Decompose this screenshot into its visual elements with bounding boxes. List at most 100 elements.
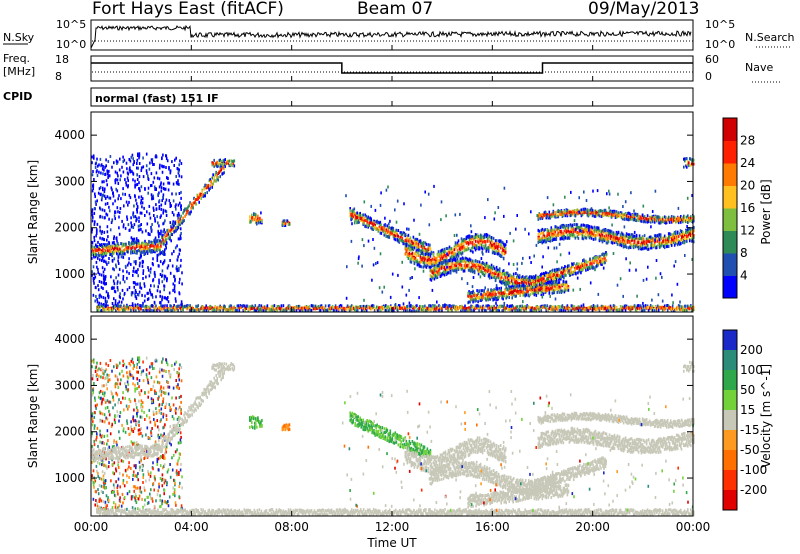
heatmap-cell [452, 257, 455, 261]
heatmap-cell [543, 305, 546, 309]
noise-right-tick-bottom: 10^0 [705, 38, 735, 51]
heatmap-cell [577, 271, 579, 275]
heatmap-cell [157, 285, 159, 289]
heatmap-cell [140, 243, 142, 247]
heatmap-cell [419, 255, 422, 259]
freq-right-tick-top: 60 [705, 53, 719, 66]
heatmap-cell [165, 214, 168, 217]
heatmap-cell [521, 275, 524, 279]
heatmap-cell [473, 271, 476, 275]
heatmap-cell [432, 274, 435, 277]
heatmap-cell [545, 273, 547, 277]
heatmap-cell [475, 299, 477, 303]
heatmap-cell [506, 276, 509, 280]
heatmap-cell [101, 257, 104, 261]
heatmap-cell [148, 204, 151, 208]
heatmap-cell [540, 304, 543, 308]
heatmap-cell [211, 308, 213, 312]
heatmap-cell [121, 288, 124, 292]
heatmap-cell [167, 264, 170, 268]
heatmap-cell [487, 307, 489, 311]
heatmap-cell [286, 308, 289, 312]
heatmap-cell [494, 272, 497, 276]
heatmap-cell [442, 253, 445, 257]
heatmap-cell [558, 227, 561, 231]
heatmap-cell [165, 244, 167, 247]
heatmap-cell [604, 261, 606, 265]
heatmap-cell [135, 290, 137, 294]
heatmap-cell [256, 222, 258, 226]
heatmap-cell [490, 269, 493, 273]
heatmap-cell [410, 252, 413, 256]
heatmap-cell [157, 221, 159, 225]
heatmap-cell [186, 307, 188, 311]
heatmap-cell [663, 304, 666, 308]
heatmap-cell [556, 307, 559, 311]
heatmap-cell [362, 304, 365, 308]
heatmap-cell [178, 248, 181, 252]
heatmap-cell [260, 304, 263, 308]
heatmap-cell [462, 240, 465, 243]
heatmap-cell [189, 201, 191, 205]
heatmap-cell [153, 244, 155, 248]
heatmap-cell [503, 244, 506, 248]
heatmap-cell [567, 309, 570, 313]
heatmap-cell [104, 173, 106, 176]
heatmap-cell [665, 304, 668, 308]
freq-left-label: Freq. [3, 52, 30, 65]
heatmap-cell [485, 309, 487, 313]
heatmap-cell [186, 209, 188, 213]
heatmap-cell [102, 281, 105, 285]
heatmap-cell [177, 309, 179, 313]
heatmap-cell [155, 171, 158, 175]
heatmap-cell [114, 249, 116, 253]
heatmap-cell [462, 260, 465, 264]
heatmap-cell [138, 309, 140, 313]
heatmap-cell [590, 261, 592, 265]
heatmap-cell [364, 218, 366, 222]
heatmap-cell [426, 252, 429, 256]
heatmap-cell [424, 264, 427, 268]
heatmap-cell [461, 245, 464, 249]
heatmap-cell [582, 259, 584, 263]
heatmap-cell [94, 200, 97, 204]
heatmap-cell [130, 216, 132, 220]
heatmap-cell [162, 238, 164, 242]
heatmap-cell [546, 289, 549, 293]
heatmap-cell [671, 304, 674, 308]
heatmap-cell [109, 228, 112, 232]
heatmap-cell [288, 222, 291, 226]
heatmap-cell [244, 308, 247, 312]
heatmap-cell [163, 240, 165, 244]
heatmap-cell [120, 255, 123, 259]
heatmap-cell [150, 304, 152, 308]
heatmap-cell [179, 201, 181, 205]
heatmap-cell [421, 251, 424, 255]
heatmap-cell [517, 291, 519, 295]
heatmap-cell [124, 264, 127, 268]
heatmap-cell [529, 306, 532, 310]
heatmap-cell [122, 155, 124, 159]
heatmap-cell [161, 164, 163, 168]
heatmap-cell [105, 179, 108, 183]
heatmap-cell [518, 290, 520, 294]
heatmap-cell [125, 242, 127, 246]
heatmap-cell [107, 294, 110, 298]
heatmap-cell [215, 161, 217, 165]
heatmap-cell [261, 220, 263, 223]
heatmap-cell [167, 300, 170, 304]
heatmap-cell [115, 159, 118, 163]
heatmap-cell [494, 251, 497, 255]
heatmap-cell [142, 247, 144, 251]
heatmap-cell [405, 248, 408, 252]
heatmap-cell [148, 212, 151, 216]
heatmap-cell [450, 257, 453, 260]
heatmap-cell [223, 167, 225, 171]
heatmap-cell [586, 266, 588, 270]
heatmap-cell [146, 251, 149, 255]
heatmap-cell [123, 280, 126, 284]
heatmap-cell [467, 241, 470, 245]
heatmap-cell [351, 213, 353, 217]
heatmap-cell [558, 283, 561, 287]
heatmap-cell [493, 267, 496, 271]
